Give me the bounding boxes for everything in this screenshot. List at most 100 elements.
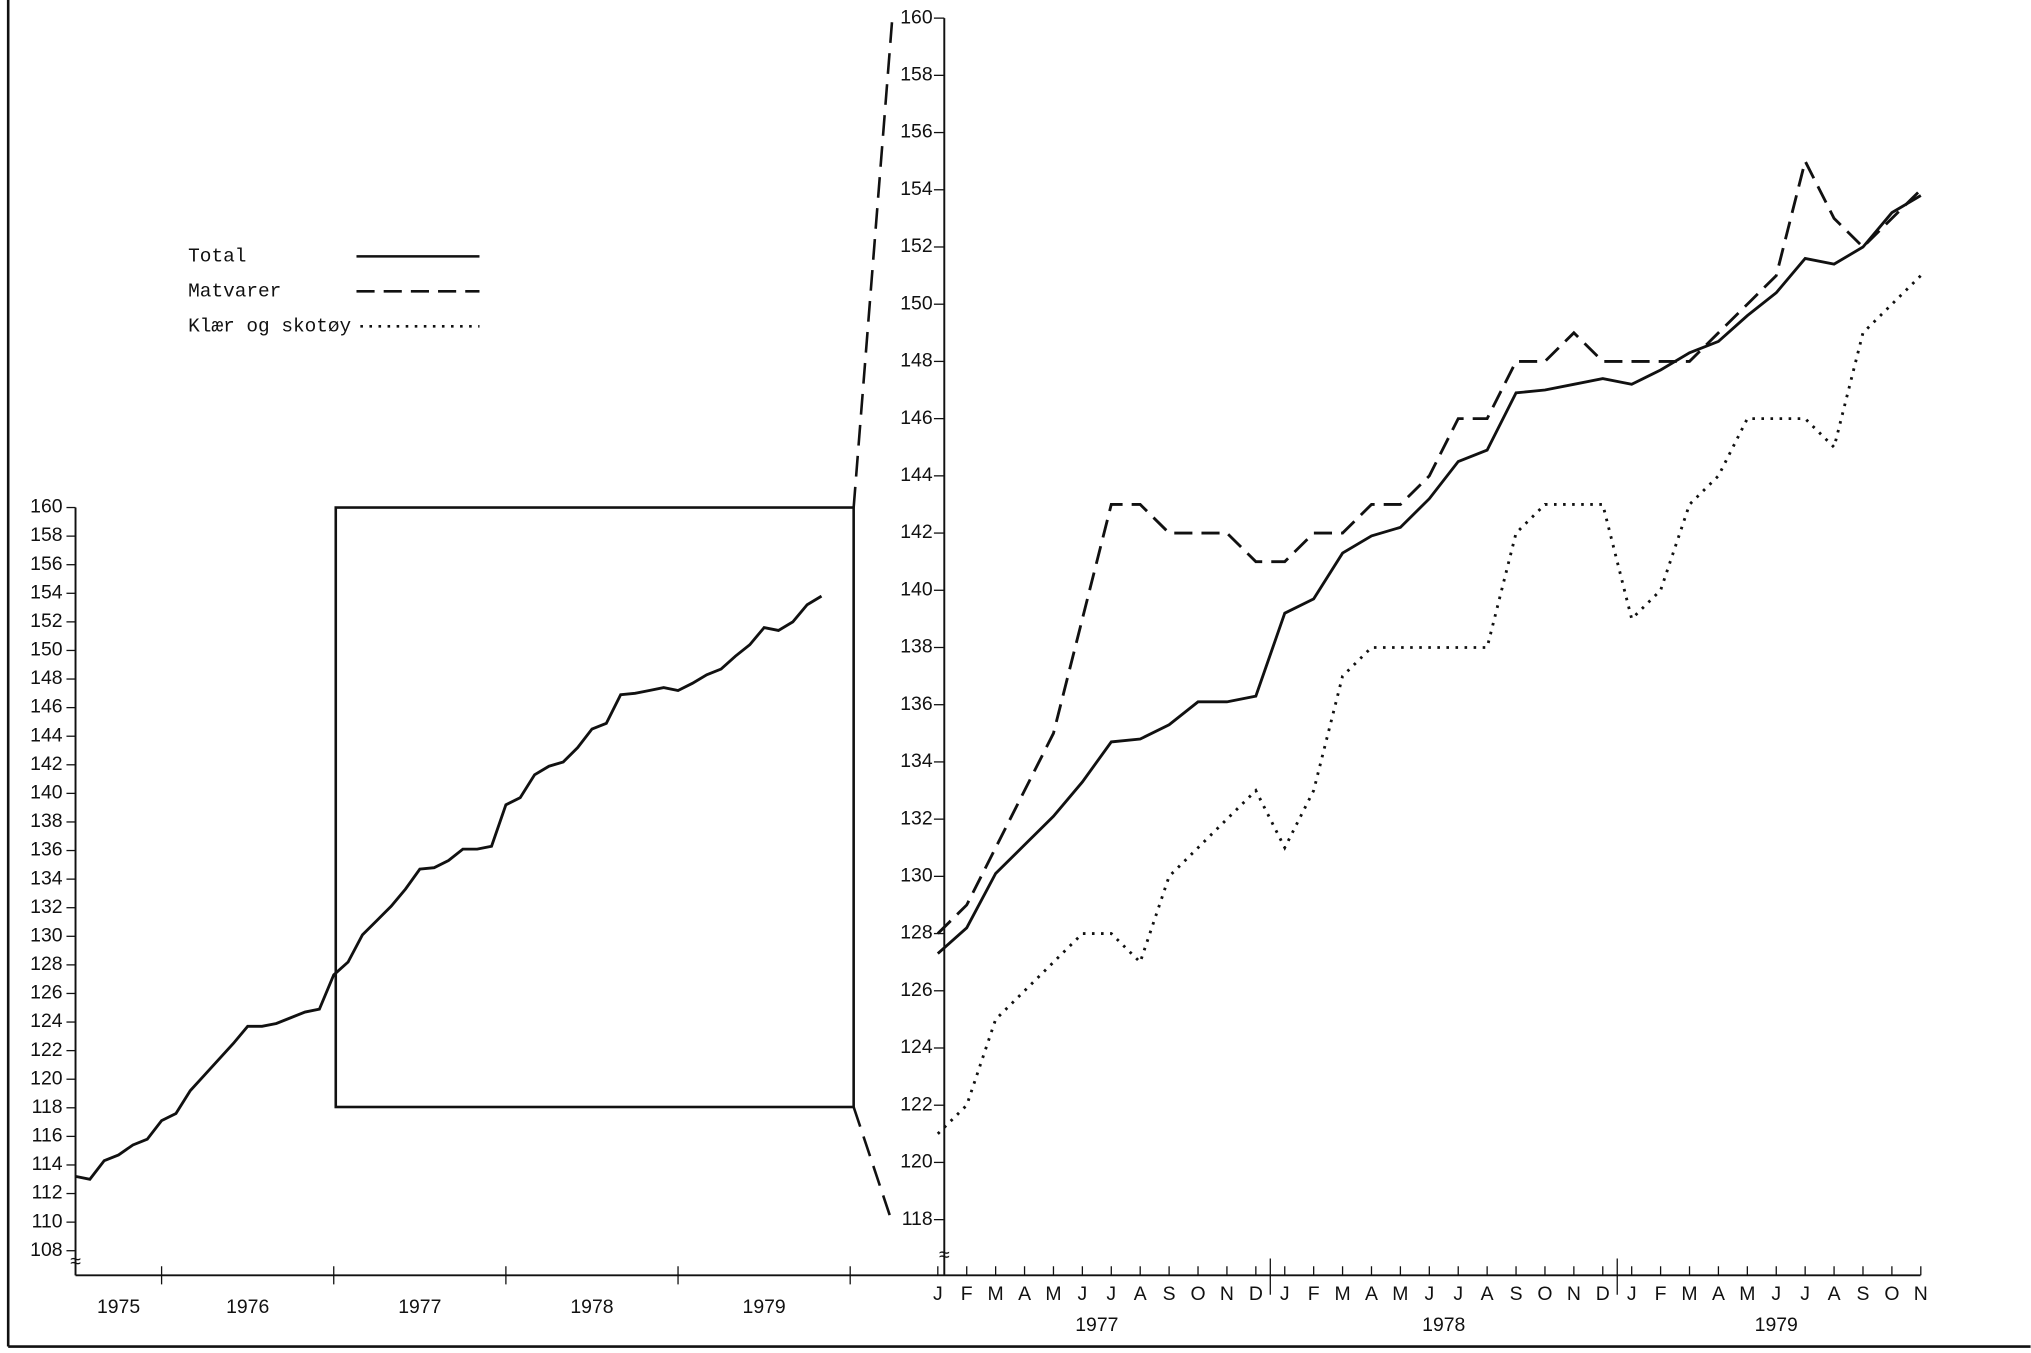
x-tick-label: D (1596, 1283, 1610, 1305)
y-tick-label: 160 (900, 6, 933, 28)
x-tick-label: O (1884, 1283, 1899, 1305)
x-tick-label: S (1163, 1283, 1176, 1305)
y-tick-label: 156 (900, 121, 932, 143)
y-tick-label: 144 (30, 724, 63, 746)
x-tick-label: J (1424, 1283, 1434, 1305)
x-tick-label: J (1106, 1283, 1116, 1305)
y-tick-label: 158 (900, 63, 932, 85)
x-tick-label: M (988, 1283, 1004, 1305)
y-tick-label: 112 (32, 1182, 63, 1204)
y-tick-label: 144 (900, 464, 933, 486)
y-tick-label: 130 (900, 864, 933, 886)
y-tick-label: 120 (30, 1067, 63, 1089)
x-tick-label: M (1045, 1283, 1061, 1305)
x-tick-label: A (1134, 1283, 1147, 1305)
y-tick-label: 146 (30, 696, 62, 718)
y-tick-label: 154 (30, 581, 63, 603)
y-tick-label: 134 (30, 867, 63, 889)
y-tick-label: 132 (900, 807, 932, 829)
x-tick-label: S (1510, 1283, 1523, 1305)
x-tick-label: A (1018, 1283, 1031, 1305)
y-tick-label: 138 (900, 636, 932, 658)
x-tick-label: N (1567, 1283, 1581, 1305)
y-tick-label: 134 (900, 750, 933, 772)
series-line (936, 194, 1922, 955)
y-tick-label: 136 (900, 693, 932, 715)
x-tick-label: J (1453, 1283, 1463, 1305)
x-tick-label: 1978 (570, 1296, 613, 1318)
x-tick-label: A (1828, 1283, 1841, 1305)
x-tick-label: D (1249, 1283, 1263, 1305)
x-tick-label: S (1857, 1283, 1870, 1305)
x-tick-label: A (1712, 1283, 1725, 1305)
y-tick-label: 132 (30, 896, 62, 918)
y-tick-label: 130 (30, 924, 63, 946)
x-tick-label: M (1334, 1283, 1350, 1305)
y-tick-label: 142 (900, 521, 932, 543)
y-tick-label: 126 (30, 982, 62, 1004)
x-tick-label: 1976 (226, 1296, 269, 1318)
y-tick-label: 146 (900, 407, 932, 429)
x-tick-label: N (1914, 1283, 1928, 1305)
x-tick-label: O (1537, 1283, 1552, 1305)
legend-label: Matvarer (188, 280, 281, 302)
series-line (936, 274, 1922, 1135)
y-tick-label: 124 (900, 1036, 933, 1058)
zoom-connector (852, 15, 894, 508)
x-tick-label: J (933, 1283, 943, 1305)
y-tick-label: 114 (32, 1153, 63, 1175)
x-tick-label: 1977 (398, 1296, 441, 1318)
year-label: 1977 (1075, 1314, 1118, 1336)
year-label: 1979 (1755, 1314, 1798, 1336)
total-line (75, 594, 823, 1181)
zoom-box (334, 506, 855, 1109)
x-tick-label: M (1681, 1283, 1697, 1305)
y-tick-label: 116 (32, 1125, 63, 1147)
y-tick-label: 128 (30, 953, 62, 975)
x-tick-label: O (1190, 1283, 1205, 1305)
y-tick-label: 154 (900, 178, 933, 200)
y-tick-label: 110 (32, 1210, 63, 1232)
series-line (936, 157, 1922, 935)
y-tick-label: 118 (32, 1096, 63, 1118)
y-tick-label: 122 (900, 1093, 932, 1115)
y-tick-label: 118 (902, 1208, 933, 1230)
x-tick-label: J (1078, 1283, 1088, 1305)
x-tick-label: M (1392, 1283, 1408, 1305)
y-tick-label: 122 (30, 1039, 62, 1061)
y-tick-label: 148 (30, 667, 62, 689)
x-tick-label: A (1365, 1283, 1378, 1305)
x-tick-label: F (961, 1283, 973, 1305)
x-tick-label: M (1739, 1283, 1755, 1305)
x-tick-label: F (1655, 1283, 1667, 1305)
x-tick-label: J (1771, 1283, 1781, 1305)
y-tick-label: 152 (30, 610, 62, 632)
legend-label: Total (188, 245, 246, 267)
x-tick-label: 1979 (743, 1296, 786, 1318)
y-tick-label: 150 (30, 639, 63, 661)
x-tick-label: J (1627, 1283, 1637, 1305)
y-tick-label: 152 (900, 235, 932, 257)
y-tick-label: 140 (900, 578, 933, 600)
x-tick-label: F (1308, 1283, 1320, 1305)
y-tick-label: 140 (30, 781, 63, 803)
y-tick-label: 160 (30, 496, 63, 518)
x-tick-label: J (1800, 1283, 1810, 1305)
x-tick-label: A (1481, 1283, 1494, 1305)
y-tick-label: 128 (900, 922, 932, 944)
y-tick-label: 138 (30, 810, 62, 832)
y-tick-label: 136 (30, 839, 62, 861)
zoom-connector (852, 1106, 894, 1224)
y-tick-label: 148 (900, 350, 932, 372)
y-tick-label: 158 (30, 524, 62, 546)
legend-label: Klær og skotøy (188, 315, 351, 337)
y-tick-label: 142 (30, 753, 62, 775)
year-label: 1978 (1422, 1314, 1465, 1336)
y-tick-label: 150 (900, 292, 933, 314)
y-tick-label: 126 (900, 979, 932, 1001)
y-tick-label: 156 (30, 553, 62, 575)
y-tick-label: 120 (900, 1151, 933, 1173)
x-tick-label: N (1220, 1283, 1234, 1305)
x-tick-label: 1975 (97, 1296, 140, 1318)
